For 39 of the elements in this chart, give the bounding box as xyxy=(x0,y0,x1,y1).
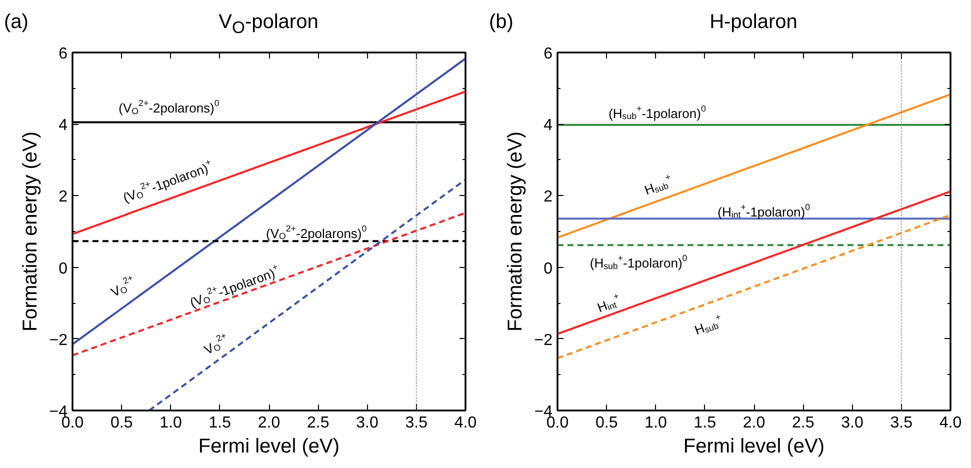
text: Hsub+ xyxy=(692,311,722,338)
x-tick-label: 0.5 xyxy=(596,414,618,432)
x-tick-label: 3.0 xyxy=(841,414,864,432)
y-tick-label: −2 xyxy=(49,332,68,349)
x-tick-label: 3.5 xyxy=(890,414,913,432)
x-axis-title: Fermi level (eV) xyxy=(683,436,825,458)
y-tick-label: 2 xyxy=(544,188,553,206)
x-tick-label: 1.5 xyxy=(208,414,232,432)
text: (b) xyxy=(489,10,514,35)
chart-title: V$_{O}$-polaron xyxy=(218,10,320,39)
y-tick-label: 6 xyxy=(544,46,553,62)
x-tick-label: 1.0 xyxy=(644,414,667,432)
x-tick-label: 2.5 xyxy=(792,414,814,432)
x-tick-label: 2.5 xyxy=(307,414,330,432)
y-axis-title: Formation energy (eV) xyxy=(19,131,42,332)
x-tick-label: 2.0 xyxy=(258,414,280,432)
text: VO2+ xyxy=(108,272,135,300)
y-tick-label: 4 xyxy=(58,117,68,134)
x-tick-label: 3.0 xyxy=(356,414,378,432)
x-tick-label: 4.0 xyxy=(939,414,962,432)
x-tick-label: 3.5 xyxy=(405,414,428,432)
x-tick-label: 0.5 xyxy=(110,414,133,432)
text: Hsub+ xyxy=(642,171,672,198)
y-tick-label: −2 xyxy=(534,332,553,349)
text: Hint+ xyxy=(595,290,620,316)
x-tick-label: 1.5 xyxy=(694,414,716,432)
y-tick-label: 2 xyxy=(58,188,68,206)
x-tick-label: 2.0 xyxy=(742,414,766,432)
y-tick-label: 0 xyxy=(58,260,68,278)
text: VO2+ xyxy=(202,330,228,358)
x-tick-label: 4.0 xyxy=(454,414,477,432)
y-tick-label: 6 xyxy=(58,46,68,62)
x-tick-label: 1.0 xyxy=(160,414,182,432)
x-axis-title: Fermi level (eV) xyxy=(198,436,340,458)
text: (a) xyxy=(4,10,28,35)
chart-title: H-polaron xyxy=(708,10,798,35)
y-tick-label: 4 xyxy=(544,117,553,134)
y-tick-label: 0 xyxy=(544,260,553,278)
y-axis-title: Formation energy (eV) xyxy=(504,131,526,332)
